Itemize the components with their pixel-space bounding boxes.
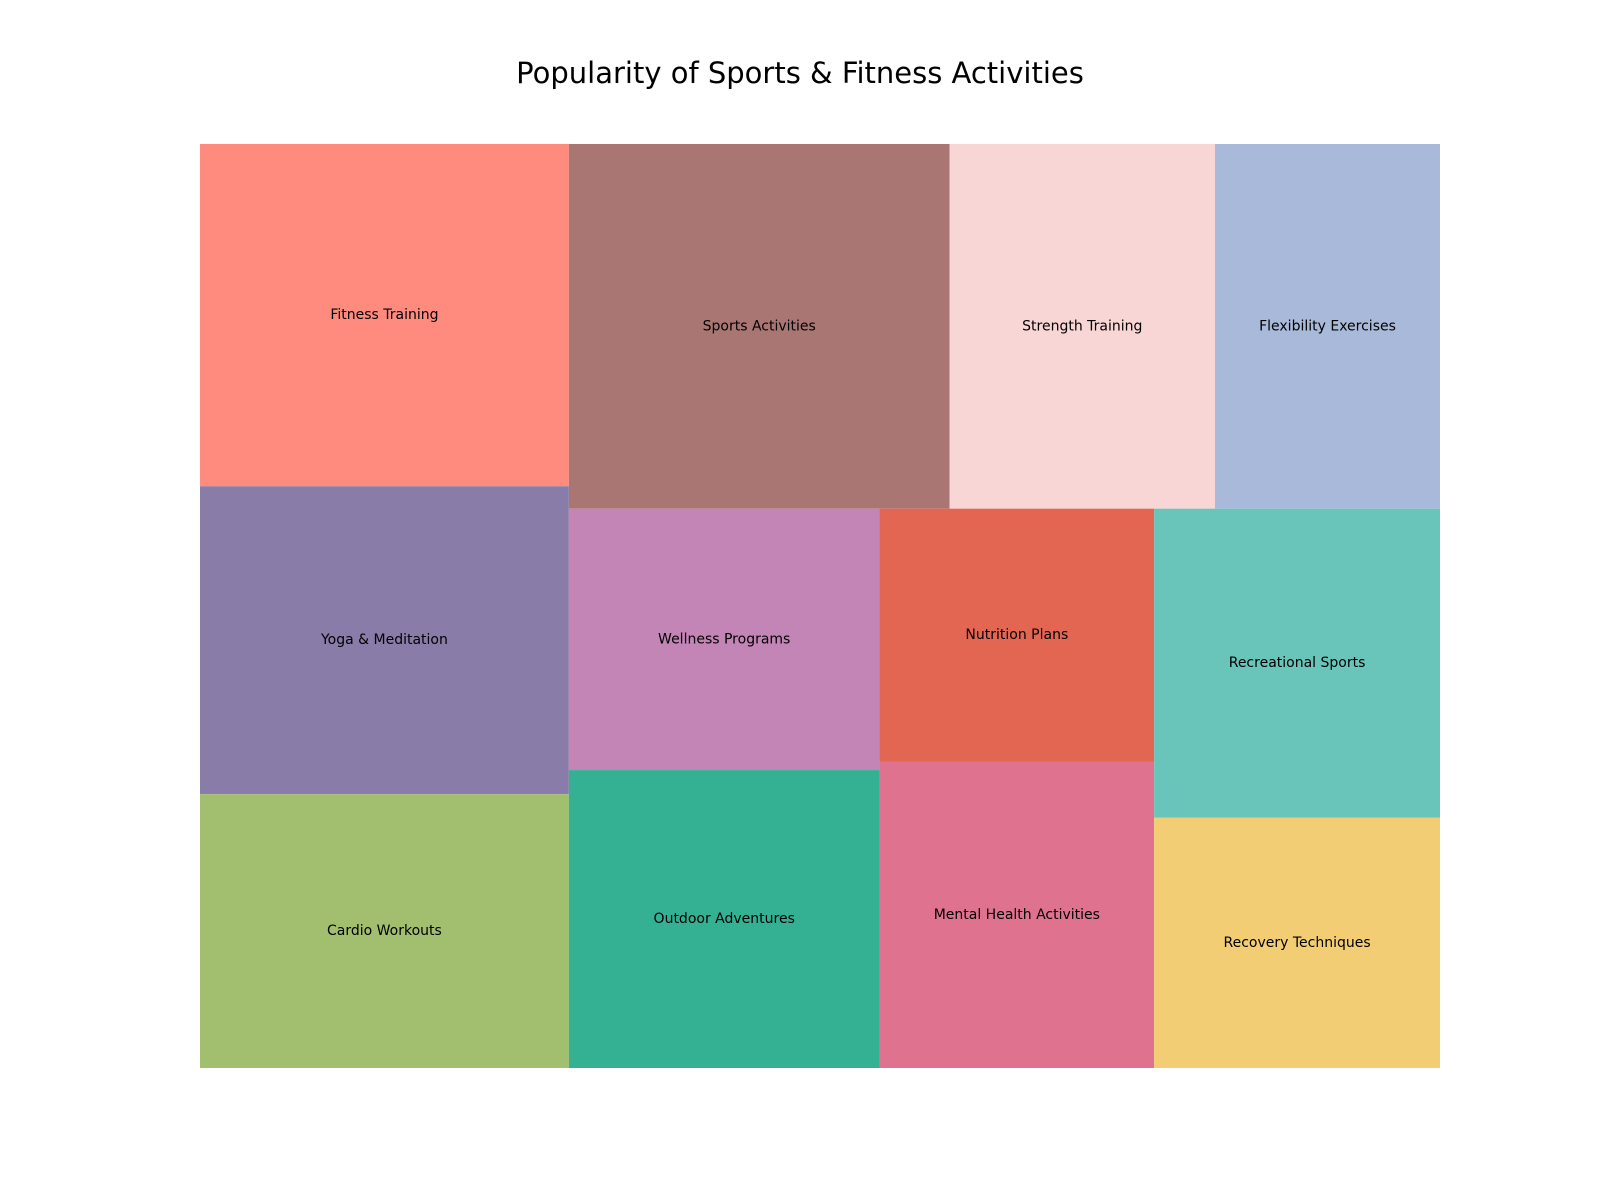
treemap-tile-flexibility-exercises bbox=[1215, 144, 1440, 509]
treemap-label-yoga-and-meditation: Yoga & Meditation bbox=[320, 632, 448, 648]
chart-title: Popularity of Sports & Fitness Activitie… bbox=[516, 56, 1084, 90]
treemap-tile-sports-activities bbox=[568, 144, 950, 509]
treemap-label-sports-activities: Sports Activities bbox=[703, 318, 816, 334]
treemap-label-outdoor-adventures: Outdoor Adventures bbox=[654, 911, 795, 927]
treemap-label-recovery-techniques: Recovery Techniques bbox=[1223, 935, 1370, 951]
treemap-tile-outdoor-adventures bbox=[568, 770, 880, 1068]
treemap-tile-wellness-programs bbox=[568, 508, 880, 771]
treemap-tile-strength-training bbox=[949, 144, 1216, 509]
treemap-tile-nutrition-plans bbox=[879, 508, 1155, 762]
treemap-label-flexibility-exercises: Flexibility Exercises bbox=[1259, 318, 1396, 334]
treemap-tile-fitness-training bbox=[200, 144, 569, 487]
treemap-label-wellness-programs: Wellness Programs bbox=[658, 631, 790, 647]
treemap-labels: Fitness Training Yoga & Meditation Cardio … bbox=[320, 307, 1396, 951]
treemap-tile-mental-health-activities bbox=[879, 761, 1155, 1068]
treemap-tile-recreational-sports bbox=[1154, 508, 1440, 818]
treemap-label-mental-health-activities: Mental Health Activities bbox=[934, 907, 1100, 923]
treemap-label-nutrition-plans: Nutrition Plans bbox=[965, 627, 1068, 643]
treemap-tile-recovery-techniques bbox=[1154, 817, 1440, 1068]
treemap-label-strength-training: Strength Training bbox=[1022, 318, 1142, 334]
treemap-label-recreational-sports: Recreational Sports bbox=[1229, 655, 1366, 671]
treemap-label-cardio-workouts: Cardio Workouts bbox=[327, 923, 442, 939]
treemap-label-fitness-training: Fitness Training bbox=[330, 307, 438, 323]
treemap-tile-yoga-and-meditation bbox=[200, 486, 569, 795]
treemap-tile-cardio-workouts bbox=[200, 794, 569, 1068]
treemap-rects bbox=[200, 144, 1440, 1068]
